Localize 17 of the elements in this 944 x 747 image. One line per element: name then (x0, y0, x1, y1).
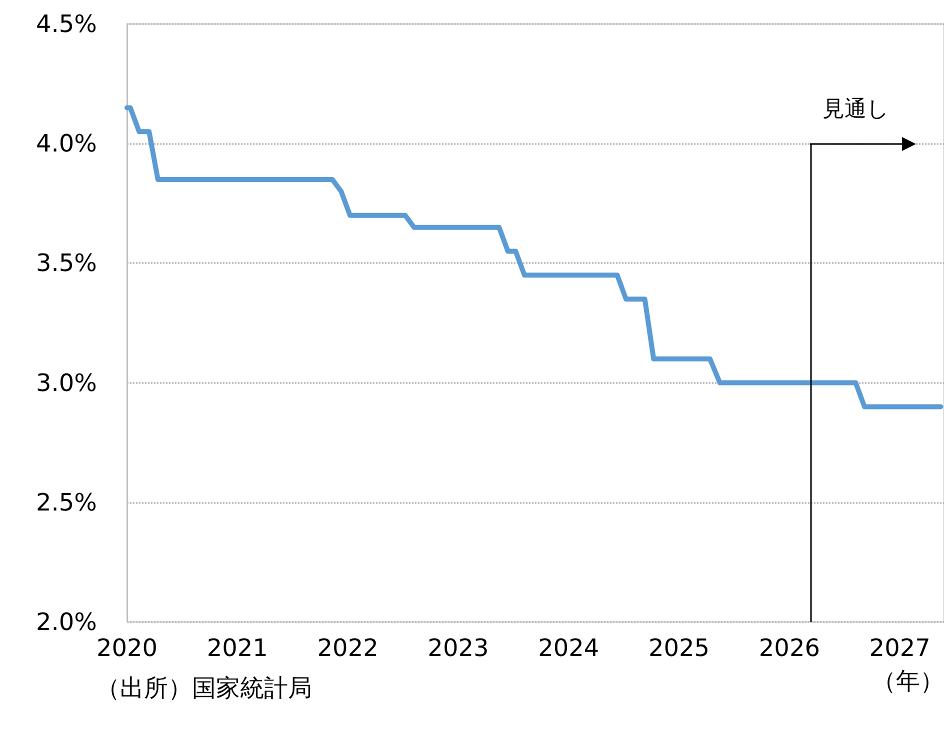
y-tick-label: 3.5% (36, 249, 97, 278)
x-tick-label: 2023 (428, 634, 489, 662)
ref-line-label: 見通し (822, 96, 890, 124)
y-tick-label: 2.0% (36, 608, 97, 636)
text: （出所）国家統計局 (96, 673, 312, 704)
x-tick-label: 2024 (538, 634, 600, 662)
x-axis-title: （年） (872, 666, 944, 697)
y-tick-label: 4.0% (36, 130, 97, 158)
x-tick-label: 2020 (96, 634, 158, 662)
x-tick-label: 2027 (869, 634, 930, 662)
x-tick-label: 2022 (317, 634, 378, 662)
x-tick-label: 2026 (758, 634, 820, 662)
y-tick-label: 2.5% (36, 488, 97, 516)
x-tick-label: 2025 (648, 634, 710, 662)
y-tick-label: 3.0% (36, 368, 97, 397)
x-tick-label: 2021 (206, 634, 268, 662)
y-tick-label: 4.5% (36, 10, 97, 38)
